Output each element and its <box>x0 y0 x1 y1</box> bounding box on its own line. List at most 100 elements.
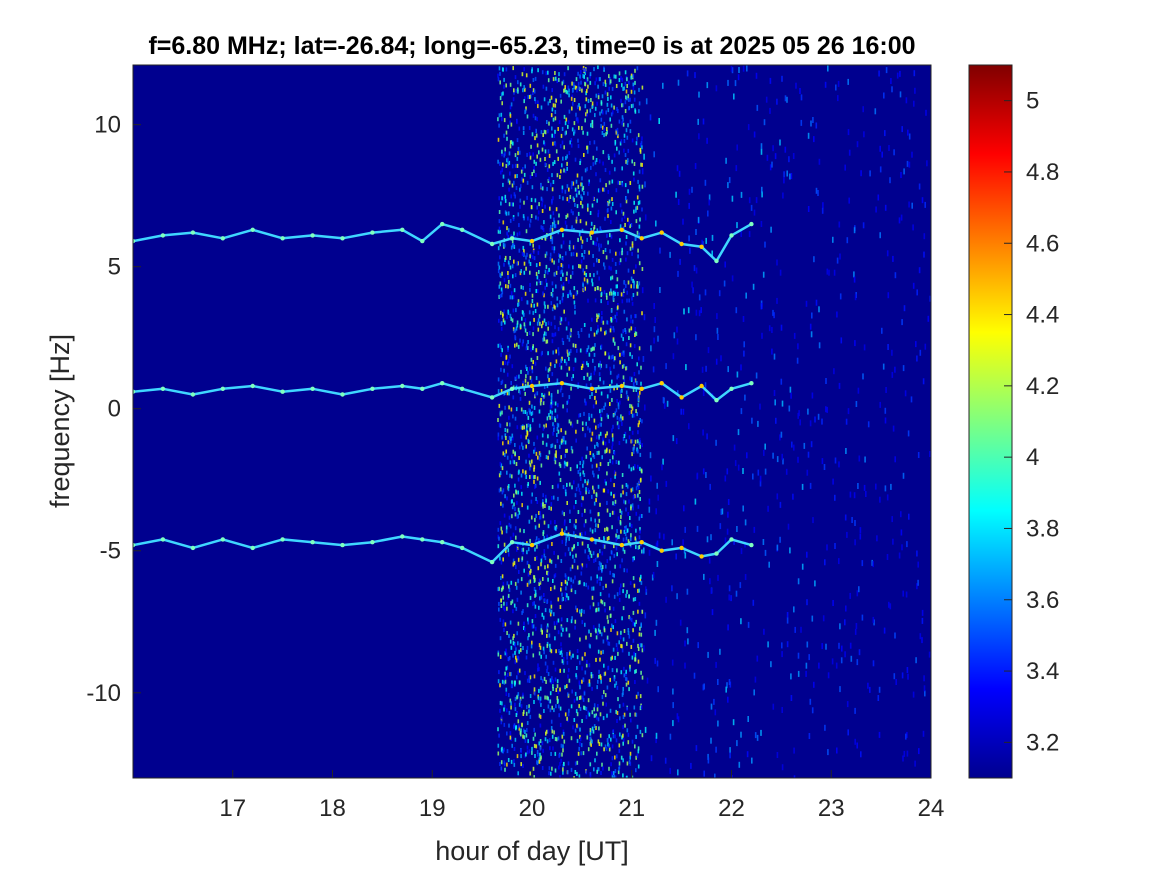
trace-point <box>714 551 719 556</box>
x-tick-label: 24 <box>918 795 945 822</box>
trace-point <box>509 386 515 391</box>
trace-point <box>133 389 136 394</box>
trace-point <box>420 386 425 391</box>
colorbar-tick-label: 3.4 <box>1026 658 1059 685</box>
trace-point <box>619 383 624 389</box>
colorbar-tick-label: 4.6 <box>1026 230 1059 257</box>
trace-point <box>749 542 754 548</box>
trace-point <box>589 386 595 391</box>
y-tick-label: -10 <box>86 680 121 707</box>
trace-point <box>529 542 535 548</box>
trace-point <box>220 236 225 241</box>
trace-point <box>729 537 734 542</box>
trace-point <box>133 542 136 548</box>
colorbar-tick-label: 3.8 <box>1026 515 1059 542</box>
colorbar-tick-label: 4.8 <box>1026 159 1059 186</box>
trace-point <box>509 236 515 241</box>
trace-point <box>440 540 445 545</box>
trace-point <box>370 540 375 545</box>
trace-point <box>589 230 595 235</box>
trace-point <box>729 386 734 391</box>
colorbar-tick-label: 4.4 <box>1026 302 1059 329</box>
trace-point <box>310 386 315 391</box>
trace-point <box>220 537 225 542</box>
trace-point <box>489 559 495 565</box>
trace-point <box>659 381 664 386</box>
trace-point <box>280 537 285 542</box>
trace-point <box>400 534 405 539</box>
trace-point <box>749 381 754 386</box>
trace-layer <box>133 221 754 565</box>
trace-point <box>659 548 664 553</box>
x-tick-label: 23 <box>818 795 845 822</box>
y-axis: -10 -5 0 5 10 <box>86 112 141 707</box>
colorbar: 3.2 3.4 3.6 3.8 4 4.2 4.4 4.6 4.8 5 <box>968 64 1059 779</box>
trace-point <box>310 233 315 238</box>
y-axis-label: frequency [Hz] <box>45 334 75 508</box>
trace-point <box>559 227 565 232</box>
trace-point <box>489 395 495 400</box>
colorbar-tick-label: 5 <box>1026 88 1039 115</box>
trace-point <box>699 383 704 389</box>
plot-area <box>132 64 932 779</box>
x-tick-label: 22 <box>718 795 745 822</box>
trace-point <box>250 383 255 389</box>
trace-point <box>639 540 644 545</box>
colorbar-ticks: 3.2 3.4 3.6 3.8 4 4.2 4.4 4.6 4.8 5 <box>1004 88 1059 756</box>
trace-point <box>420 537 425 542</box>
colorbar-tick-label: 4.2 <box>1026 373 1059 400</box>
trace-point <box>714 398 719 403</box>
y-tick-label: -5 <box>100 538 121 565</box>
colorbar-tick-label: 4 <box>1026 444 1039 471</box>
noise-band-1 <box>497 65 644 778</box>
trace-point <box>250 545 255 551</box>
trace-point <box>559 381 565 386</box>
trace-point <box>310 540 315 545</box>
trace-point <box>460 386 465 391</box>
trace-point <box>400 227 405 232</box>
trace-point <box>639 236 644 241</box>
trace-point <box>190 392 196 397</box>
trace-point <box>370 230 375 235</box>
trace-point <box>729 233 734 238</box>
trace-point <box>220 386 225 391</box>
trace-point <box>749 221 754 227</box>
trace-point <box>679 545 684 551</box>
trace-point <box>659 230 664 235</box>
x-tick-label: 20 <box>519 795 546 822</box>
trace-point <box>190 230 196 235</box>
trace-point <box>440 381 445 386</box>
trace-point <box>589 537 595 542</box>
trace-point <box>400 383 405 389</box>
trace-point <box>250 227 255 232</box>
x-axis-label: hour of day [UT] <box>435 836 629 866</box>
trace-point <box>489 241 495 247</box>
trace-point <box>619 542 624 548</box>
trace-point <box>160 386 166 391</box>
trace-point <box>133 238 136 244</box>
trace-point <box>619 227 624 232</box>
trace-point <box>370 386 375 391</box>
y-tick-label: 10 <box>94 112 121 139</box>
trace-point <box>679 241 684 247</box>
trace-point <box>280 389 285 394</box>
trace-point <box>679 395 684 400</box>
x-tick-label: 21 <box>618 795 645 822</box>
trace-point <box>440 221 445 227</box>
colorbar-tick-label: 3.2 <box>1026 729 1059 756</box>
colorbar-gradient <box>968 64 1013 779</box>
trace-point <box>699 554 704 559</box>
trace-point <box>460 227 465 232</box>
trace-point <box>280 236 285 241</box>
trace-point <box>529 238 535 244</box>
trace-point <box>340 236 345 241</box>
trace-point <box>509 540 515 545</box>
trace-point <box>714 258 719 264</box>
chart-title: f=6.80 MHz; lat=-26.84; long=-65.23, tim… <box>148 32 915 60</box>
trace-point <box>340 392 345 397</box>
trace-point <box>529 383 535 389</box>
trace-point <box>160 537 166 542</box>
trace-line-2 <box>133 381 752 402</box>
y-tick-label: 5 <box>108 254 121 281</box>
